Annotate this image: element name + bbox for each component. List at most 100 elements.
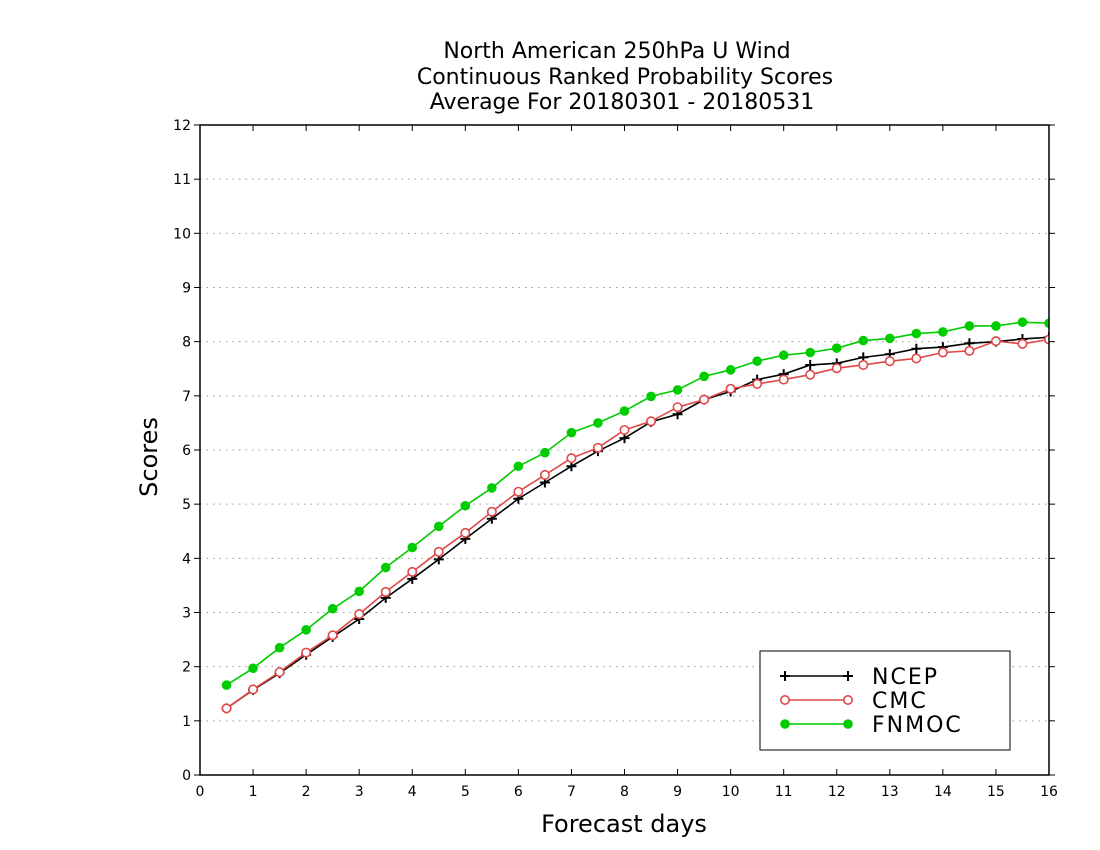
data-point-cmc <box>778 374 789 385</box>
title-line-3: Average For 20180301 - 20180531 <box>430 90 815 115</box>
data-point-fnmoc <box>672 385 683 395</box>
legend-marker-fnmoc <box>780 719 790 729</box>
data-point-fnmoc <box>327 603 338 614</box>
x-tick-label: 8 <box>620 784 629 800</box>
data-point-fnmoc <box>964 321 975 331</box>
legend-label-ncep: NCEP <box>872 665 939 690</box>
data-point-cmc <box>672 402 683 413</box>
y-tick-label: 11 <box>173 172 191 188</box>
x-tick-label: 7 <box>567 784 576 800</box>
data-point-cmc <box>592 442 603 453</box>
x-tick-label: 0 <box>196 784 205 800</box>
data-point-fnmoc <box>593 418 603 428</box>
data-point-fnmoc <box>991 321 1001 331</box>
plot-frame <box>199 124 1050 776</box>
data-point-cmc <box>990 336 1001 347</box>
y-axis-label: Scores <box>135 417 163 497</box>
data-point-fnmoc <box>566 427 577 438</box>
y-tick-label: 2 <box>182 660 191 676</box>
data-point-fnmoc <box>433 521 444 532</box>
y-tick-label: 8 <box>182 335 191 351</box>
data-point-cmc <box>699 394 710 405</box>
series-fnmoc <box>221 317 1049 690</box>
data-point-cmc <box>354 609 365 620</box>
data-point-fnmoc <box>380 562 391 573</box>
y-tick-label: 7 <box>182 389 191 405</box>
data-point-cmc <box>858 359 869 370</box>
data-point-cmc <box>327 630 338 641</box>
x-tick-label: 16 <box>1040 784 1058 800</box>
legend-label-fnmoc: FNMOC <box>872 713 963 738</box>
data-point-cmc <box>725 383 736 394</box>
legend-marker-ncep <box>780 671 790 681</box>
data-point-cmc <box>1017 338 1028 349</box>
data-point-fnmoc <box>513 461 524 472</box>
data-point-fnmoc <box>274 642 285 653</box>
data-point-fnmoc <box>885 333 895 344</box>
data-point-fnmoc <box>301 625 311 635</box>
x-tick-label: 6 <box>514 784 523 800</box>
data-point-cmc <box>805 369 816 380</box>
data-point-ncep <box>911 343 922 354</box>
data-point-ncep <box>805 359 816 370</box>
data-point-fnmoc <box>619 406 630 416</box>
y-tick-label: 1 <box>182 714 191 730</box>
data-point-fnmoc <box>221 680 232 690</box>
x-tick-label: 14 <box>934 784 952 800</box>
x-tick-label: 11 <box>775 784 793 800</box>
data-point-fnmoc <box>487 483 497 493</box>
series-cmc <box>221 334 1049 714</box>
data-point-fnmoc <box>699 371 709 382</box>
x-tick-label: 12 <box>828 784 846 800</box>
x-tick-label: 3 <box>355 784 364 800</box>
data-point-cmc <box>884 356 895 367</box>
y-tick-label: 3 <box>182 606 191 622</box>
data-point-cmc <box>831 363 842 374</box>
data-point-cmc <box>274 667 285 678</box>
data-point-fnmoc <box>248 663 258 674</box>
data-point-cmc <box>1044 334 1049 345</box>
data-point-fnmoc <box>725 365 736 375</box>
data-point-cmc <box>937 347 948 358</box>
data-point-fnmoc <box>407 542 418 553</box>
x-tick-label: 4 <box>408 784 417 800</box>
x-tick-label: 2 <box>302 784 311 800</box>
legend-marker-cmc <box>842 694 853 705</box>
data-point-fnmoc <box>805 347 816 358</box>
data-point-cmc <box>566 453 577 464</box>
data-point-cmc <box>964 345 975 356</box>
y-tick-label: 6 <box>182 443 191 459</box>
y-tick-label: 0 <box>182 768 191 784</box>
data-point-fnmoc <box>646 391 656 402</box>
legend-marker-fnmoc <box>843 719 853 729</box>
title-line-2: Continuous Ranked Probability Scores <box>417 65 833 90</box>
y-tick-label: 10 <box>173 226 191 242</box>
data-point-fnmoc <box>1017 317 1028 327</box>
x-tick-label: 5 <box>461 784 470 800</box>
data-point-cmc <box>248 684 259 695</box>
x-tick-label: 13 <box>881 784 899 800</box>
x-tick-label: 1 <box>249 784 258 800</box>
data-point-fnmoc <box>938 327 948 337</box>
data-point-fnmoc <box>540 447 550 458</box>
data-point-fnmoc <box>858 335 869 346</box>
data-point-cmc <box>433 546 444 557</box>
y-tick-label: 4 <box>182 551 191 567</box>
legend-marker-cmc <box>779 694 790 705</box>
data-point-cmc <box>486 506 497 517</box>
y-tick-label: 5 <box>182 497 191 513</box>
data-point-cmc <box>752 378 763 389</box>
data-point-fnmoc <box>911 328 922 339</box>
x-tick-label: 9 <box>673 784 682 800</box>
data-point-cmc <box>380 586 391 597</box>
data-point-fnmoc <box>354 586 364 597</box>
legend-item-cmc: CMC <box>779 689 928 714</box>
data-point-cmc <box>619 424 630 435</box>
series-lines <box>221 317 1049 714</box>
legend-item-fnmoc: FNMOC <box>780 713 963 738</box>
legend-label-cmc: CMC <box>872 689 928 714</box>
x-tick-label: 15 <box>987 784 1005 800</box>
